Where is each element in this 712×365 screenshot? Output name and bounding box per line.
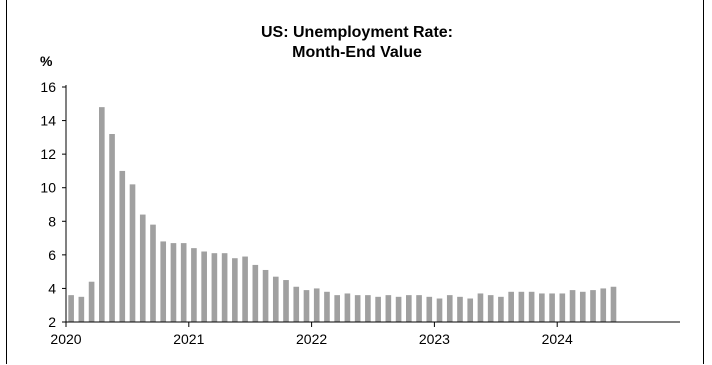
bar-2021-06 <box>242 257 248 322</box>
bar-2023-05 <box>478 293 484 322</box>
bar-2021-11 <box>293 287 299 322</box>
bar-2023-03 <box>457 297 463 322</box>
bar-2024-04 <box>590 290 596 322</box>
bar-2023-04 <box>467 299 473 323</box>
bar-2022-03 <box>334 295 340 322</box>
x-tick-label-2021: 2021 <box>173 331 204 347</box>
chart-subtitle: Month-End Value <box>292 44 422 61</box>
x-tick-label-2023: 2023 <box>419 331 450 347</box>
y-tick-label-6: 6 <box>48 247 56 263</box>
bar-2023-08 <box>508 292 514 322</box>
bar-2024-06 <box>611 287 617 322</box>
bar-2023-10 <box>529 292 535 322</box>
bar-2022-11 <box>416 295 422 322</box>
bar-2020-01 <box>68 295 74 322</box>
bar-2021-08 <box>263 270 269 322</box>
bar-2022-09 <box>396 297 402 322</box>
bar-2021-07 <box>253 265 259 322</box>
x-tick-label-2020: 2020 <box>50 331 81 347</box>
bar-2022-02 <box>324 292 330 322</box>
bar-2020-09 <box>150 225 156 322</box>
y-tick-label-8: 8 <box>48 213 56 229</box>
bar-2020-06 <box>119 171 125 322</box>
bar-2020-03 <box>89 282 95 322</box>
bar-2022-06 <box>365 295 371 322</box>
bar-2021-12 <box>304 290 310 322</box>
bar-2021-01 <box>191 248 197 322</box>
bar-2023-09 <box>519 292 525 322</box>
bar-2024-01 <box>560 293 566 322</box>
bar-2022-08 <box>386 295 392 322</box>
bar-2023-02 <box>447 295 453 322</box>
x-tick-label-2024: 2024 <box>542 331 573 347</box>
bar-2021-10 <box>283 280 289 322</box>
bar-2020-10 <box>160 241 166 322</box>
bar-2020-05 <box>109 134 115 322</box>
bar-2022-10 <box>406 295 412 322</box>
y-tick-label-14: 14 <box>40 113 56 129</box>
bar-2021-09 <box>273 277 279 322</box>
y-tick-label-12: 12 <box>40 146 56 162</box>
bar-2023-01 <box>437 299 443 323</box>
bar-2022-04 <box>345 293 351 322</box>
y-tick-label-2: 2 <box>48 314 56 330</box>
y-axis-unit-label: % <box>40 53 53 69</box>
y-tick-label-4: 4 <box>48 280 56 296</box>
bar-2024-02 <box>570 290 576 322</box>
bar-2021-03 <box>212 253 218 322</box>
bar-2020-02 <box>79 297 85 322</box>
bar-2020-04 <box>99 107 105 322</box>
y-tick-label-16: 16 <box>40 79 56 95</box>
bar-2020-12 <box>181 243 187 322</box>
bar-2023-07 <box>498 297 504 322</box>
bar-2023-12 <box>549 293 555 322</box>
bar-2022-12 <box>426 297 432 322</box>
bar-2022-01 <box>314 288 320 322</box>
bar-2023-11 <box>539 293 545 322</box>
bar-2022-07 <box>375 297 381 322</box>
x-tick-label-2022: 2022 <box>296 331 327 347</box>
bar-2024-03 <box>580 292 586 322</box>
bar-2021-02 <box>201 252 207 323</box>
bar-2020-11 <box>171 243 177 322</box>
bar-2022-05 <box>355 295 361 322</box>
bar-2020-07 <box>130 184 136 322</box>
bar-2020-08 <box>140 215 146 322</box>
bar-2021-04 <box>222 253 228 322</box>
bar-2021-05 <box>232 258 238 322</box>
bar-2024-05 <box>600 288 606 322</box>
bars-group <box>68 107 616 322</box>
chart-title: US: Unemployment Rate: <box>261 24 453 41</box>
y-tick-label-10: 10 <box>40 180 56 196</box>
bar-2023-06 <box>488 295 494 322</box>
